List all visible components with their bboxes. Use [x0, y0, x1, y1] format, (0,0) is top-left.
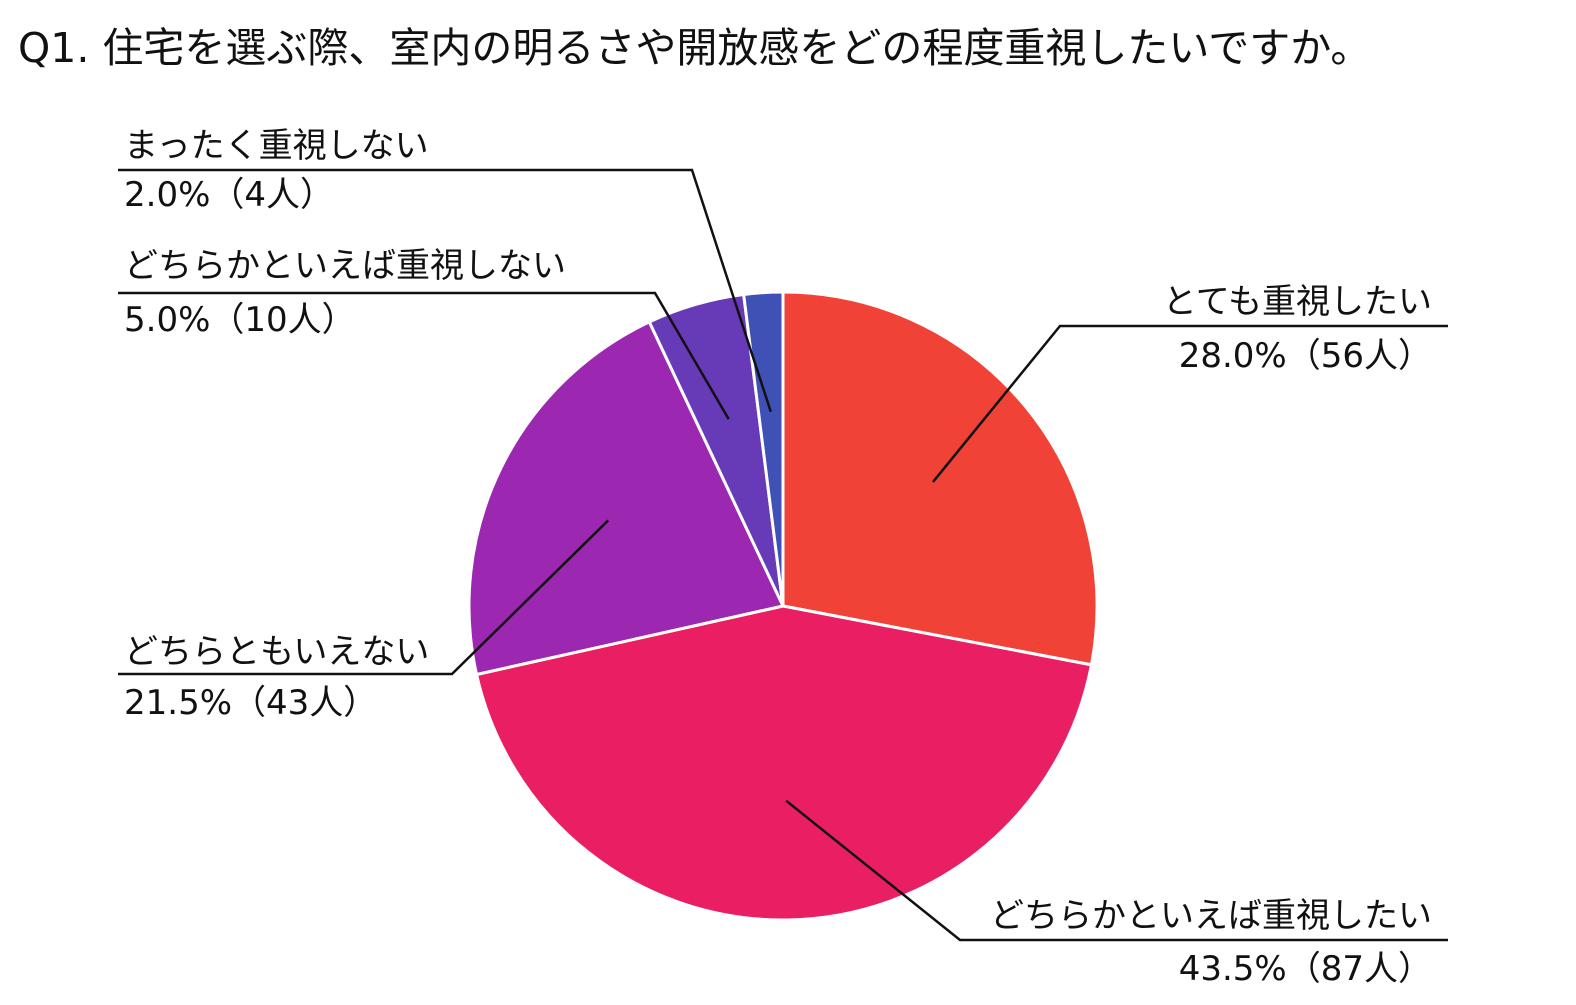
slice-3 — [467, 320, 785, 676]
pie-slices — [467, 290, 1099, 922]
slice-5 — [742, 290, 785, 608]
slice-3-label: どちらともいえない — [124, 632, 429, 672]
slice-1-label: とても重視したい — [1163, 282, 1432, 322]
slice-4-label: どちらかといえば重視しない — [124, 246, 566, 286]
slice-2-label: どちらかといえば重視したい — [990, 896, 1432, 936]
slice-3-leader-line — [118, 519, 610, 676]
chart-title: Q1. 住宅を選ぶ際、室内の明るさや開放感をどの程度重視したいですか。 — [18, 24, 1372, 72]
slice-2 — [475, 604, 1093, 922]
slice-1-value-label: 28.0%（56人） — [1179, 336, 1432, 376]
slice-3-value-label: 21.5%（43人） — [124, 683, 377, 723]
slice-5-value-label: 2.0%（4人） — [124, 175, 334, 215]
slice-1 — [781, 290, 1099, 667]
slice-2-leader-line — [785, 799, 1448, 942]
slice-5-leader-line — [118, 168, 772, 413]
leader-lines — [118, 168, 1448, 942]
slice-4-leader-line — [118, 291, 730, 420]
slice-labels: とても重視したい 28.0%（56人） どちらかといえば重視したい 43.5%（87人… — [124, 126, 1432, 989]
slice-5-label: まったく重視しない — [124, 126, 429, 166]
slice-4-value-label: 5.0%（10人） — [124, 300, 356, 340]
slice-2-value-label: 43.5%（87人） — [1179, 949, 1432, 989]
slice-1-leader-line — [932, 324, 1448, 483]
